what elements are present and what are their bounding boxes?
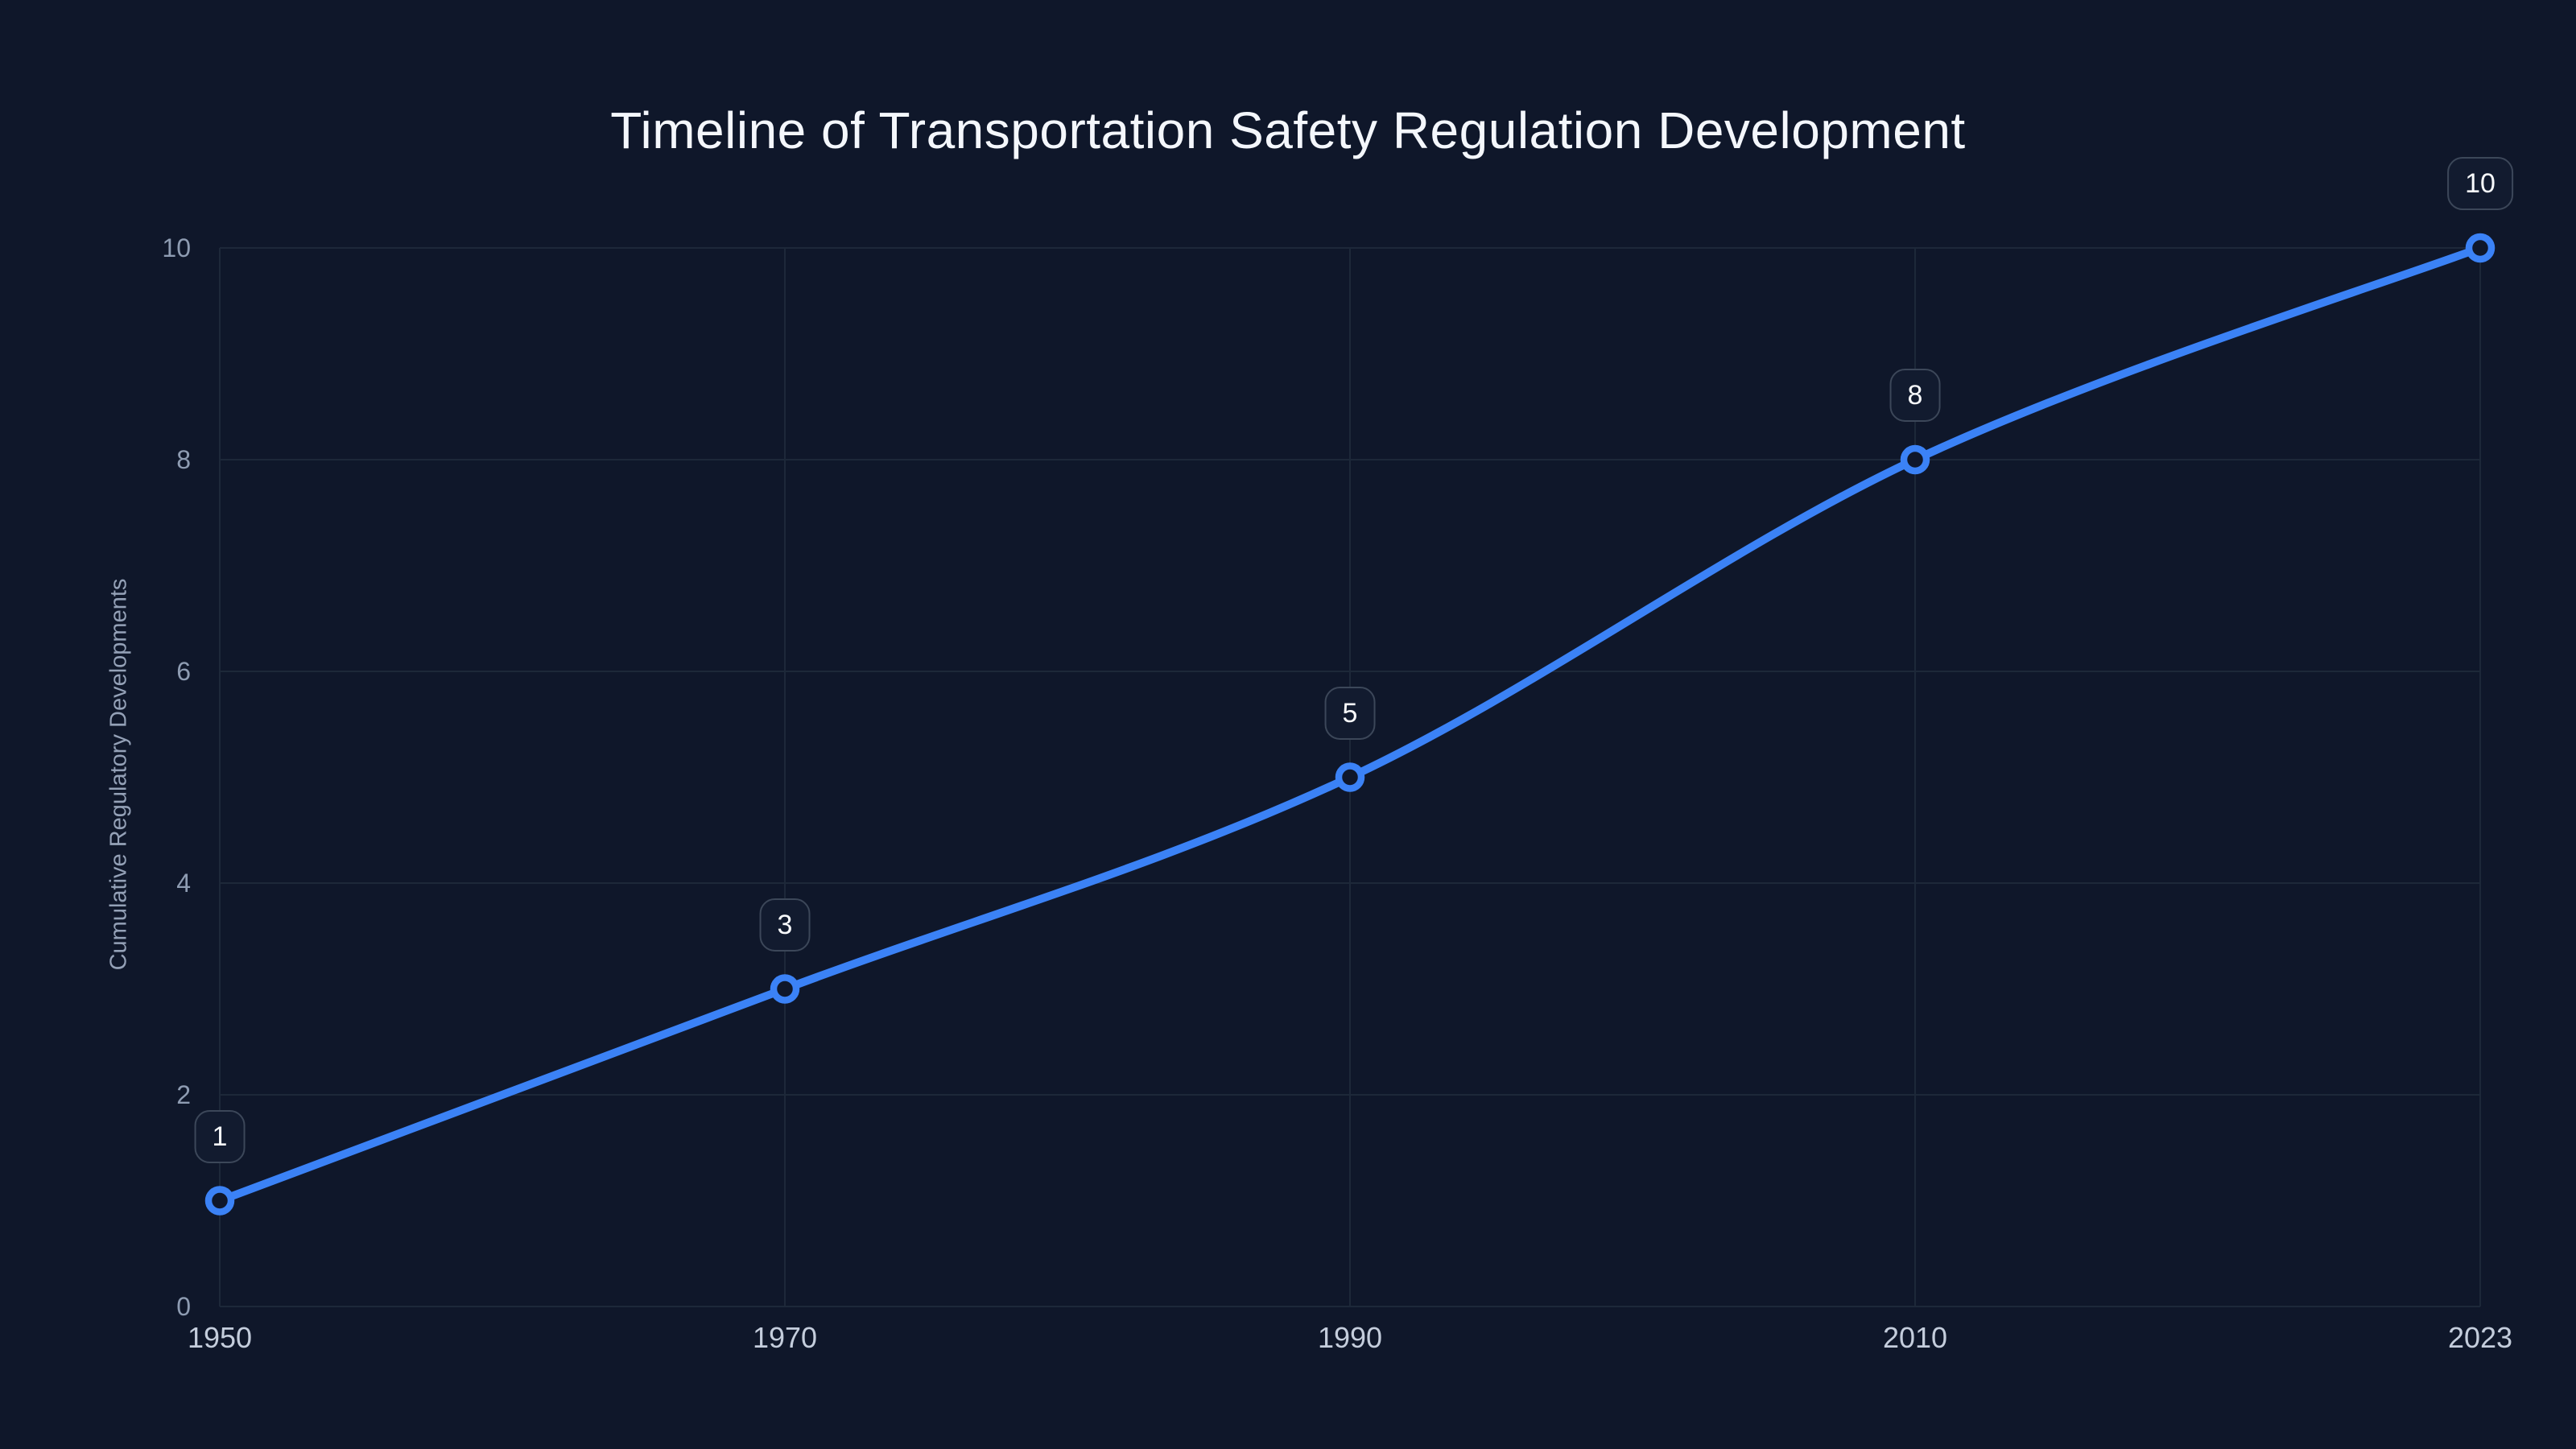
x-tick-label: 2010 <box>1882 1321 1948 1354</box>
data-point-marker[interactable] <box>204 1186 235 1216</box>
y-tick-label: 10 <box>162 233 191 262</box>
point-value-label: 5 <box>1324 686 1376 740</box>
y-tick-label: 6 <box>176 657 191 686</box>
y-tick-label: 0 <box>176 1292 191 1321</box>
point-value-label: 10 <box>2447 157 2513 210</box>
x-tick-label: 1990 <box>1317 1321 1383 1354</box>
data-point-marker[interactable] <box>770 974 800 1004</box>
data-point-marker[interactable] <box>1335 762 1365 792</box>
y-tick-label: 4 <box>176 869 191 898</box>
gridlines <box>219 247 2481 1307</box>
data-point-marker[interactable] <box>1900 444 1930 475</box>
data-point-marker[interactable] <box>2465 233 2496 263</box>
y-tick-label: 2 <box>176 1080 191 1109</box>
x-tick-label: 2023 <box>2447 1321 2513 1354</box>
x-tick-label: 1970 <box>752 1321 818 1354</box>
point-value-label: 3 <box>759 898 811 952</box>
point-value-label: 8 <box>1889 369 1941 422</box>
y-tick-label: 8 <box>176 445 191 474</box>
chart-title: Timeline of Transportation Safety Regula… <box>610 101 1966 159</box>
data-point-markers <box>204 233 2496 1216</box>
x-tick-label: 1950 <box>187 1321 253 1354</box>
point-value-label: 1 <box>194 1109 246 1163</box>
